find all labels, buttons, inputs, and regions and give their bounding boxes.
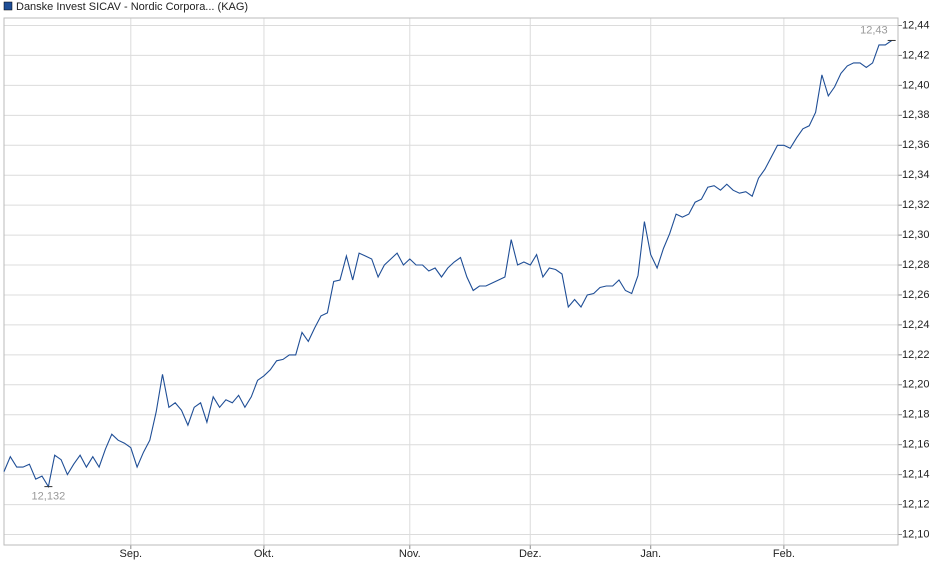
y-tick-label: 12,14 <box>902 469 930 481</box>
y-tick-label: 12,10 <box>902 528 930 540</box>
y-tick-label: 12,26 <box>902 289 930 301</box>
y-tick-label: 12,28 <box>902 259 930 271</box>
line-series <box>3 40 893 489</box>
y-tick-label: 12,12 <box>902 498 930 510</box>
annotation-label: 12,132 <box>32 491 66 503</box>
legend-label: Danske Invest SICAV - Nordic Corpora... … <box>16 1 248 13</box>
y-tick-label: 12,16 <box>902 439 930 451</box>
y-tick-label: 12,30 <box>902 229 930 241</box>
y-tick-label: 12,18 <box>902 409 930 421</box>
x-tick-label: Feb. <box>773 548 795 560</box>
y-tick-label: 12,38 <box>902 109 930 121</box>
y-tick-label: 12,40 <box>902 79 930 91</box>
y-tick-label: 12,22 <box>902 349 930 361</box>
y-tick-label: 12,42 <box>902 49 930 61</box>
x-tick-label: Okt. <box>254 548 274 560</box>
y-tick-label: 12,44 <box>902 19 930 31</box>
plot-frame <box>3 17 899 546</box>
x-tick-label: Jan. <box>640 548 661 560</box>
x-tick-label: Sep. <box>119 548 142 560</box>
y-tick-label: 12,20 <box>902 379 930 391</box>
y-tick-label: 12,24 <box>902 319 930 331</box>
y-tick-label: 12,34 <box>902 169 930 181</box>
x-tick-label: Nov. <box>399 548 421 560</box>
y-tick-label: 12,36 <box>902 139 930 151</box>
annotation-label: 12,43 <box>860 24 888 36</box>
y-tick-label: 12,32 <box>902 199 930 211</box>
legend-swatch <box>3 1 13 11</box>
x-tick-label: Dez. <box>519 548 542 560</box>
